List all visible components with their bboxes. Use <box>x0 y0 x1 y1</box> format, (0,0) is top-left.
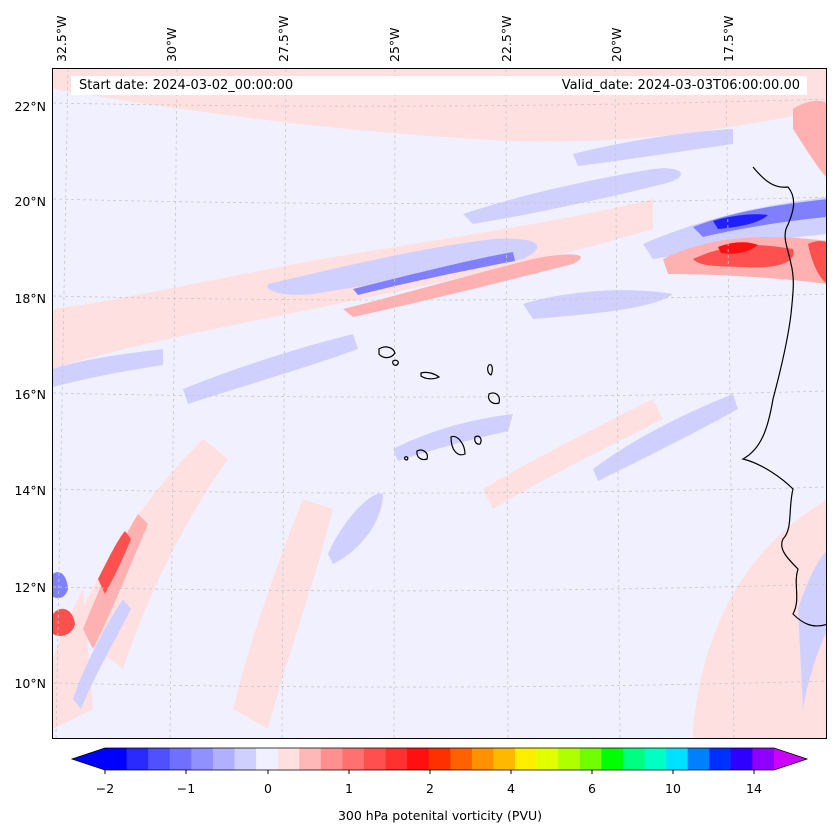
colorbar-tick-label: 6 <box>588 781 596 796</box>
pv-negative-region <box>523 290 673 319</box>
lat-label: 22°N <box>14 99 46 114</box>
colorbar-outline <box>70 747 809 771</box>
pv-negative-region <box>267 238 538 295</box>
colorbar-segment <box>601 748 624 770</box>
africa-coastline <box>741 166 826 627</box>
pv-positive-region <box>693 500 826 738</box>
colorbar-segment <box>234 748 257 770</box>
start-date-label: Start date: 2024-03-02_00:00:00 <box>79 78 294 93</box>
pv-negative-region <box>463 168 682 224</box>
colorbar-segment <box>536 748 559 770</box>
colorbar-segment <box>579 748 602 770</box>
colorbar-segment <box>687 748 710 770</box>
colorbar-segment <box>558 748 581 770</box>
colorbar-segment <box>493 748 516 770</box>
pv-positive-region <box>233 499 333 729</box>
pv-negative-region <box>328 493 383 564</box>
pv-positive-streak <box>343 254 581 317</box>
colorbar-segment <box>730 748 753 770</box>
colorbar-segment <box>256 748 279 770</box>
pv-negative-region <box>183 334 358 404</box>
cape-verde-island <box>488 392 500 405</box>
colorbar-tick-label: 4 <box>507 781 515 796</box>
cape-verde-island <box>392 359 399 366</box>
colorbar-segment <box>320 748 343 770</box>
pv-low-core <box>713 214 768 229</box>
colorbar-tick-label: 2 <box>426 781 434 796</box>
pv-negative-region <box>73 599 131 709</box>
colorbar-segment <box>299 748 322 770</box>
colorbar-tick-label: −1 <box>176 781 196 796</box>
lat-label: 16°N <box>14 387 46 402</box>
gridlines <box>53 69 826 738</box>
coastlines <box>378 166 826 627</box>
colorbar-tick-label: 10 <box>665 781 681 796</box>
lat-label: 10°N <box>14 676 46 691</box>
colorbar-ticks <box>104 770 755 774</box>
cape-verde-island <box>404 456 409 461</box>
colorbar-segment <box>385 748 408 770</box>
lat-label: 18°N <box>14 291 46 306</box>
pv-positive-streak <box>83 514 148 649</box>
cape-verde-island <box>450 435 466 456</box>
pv-positive-region <box>73 439 228 669</box>
lat-label: 20°N <box>14 194 46 209</box>
colorbar-segment <box>126 748 149 770</box>
cape-verde-island <box>474 435 482 445</box>
colorbar-segment <box>752 748 775 770</box>
colorbar-tick-label: 0 <box>264 781 272 796</box>
lat-label: 14°N <box>14 483 46 498</box>
cape-verde-island <box>416 449 428 461</box>
colorbar-segment <box>212 748 235 770</box>
colorbar-segment <box>666 748 689 770</box>
colorbar-title: 300 hPa potenital vorticity (PVU) <box>337 808 543 823</box>
colorbar-segment <box>450 748 473 770</box>
colorbar-segment <box>169 748 192 770</box>
colorbar-segment <box>515 748 538 770</box>
pv-high-core <box>98 531 131 594</box>
colorbar-segment <box>622 748 646 770</box>
pv-negative-region <box>393 414 513 461</box>
cape-verde-island <box>420 371 441 380</box>
pv-negative-region <box>798 551 826 709</box>
colorbar-extend-min <box>72 748 105 770</box>
colorbar-segment <box>428 748 451 770</box>
pv-low-core <box>53 572 68 599</box>
pv-positive-streak <box>793 100 826 177</box>
colorbar-tick-label: −2 <box>95 781 115 796</box>
pv-negative-region <box>593 394 738 481</box>
colorbar-segment <box>105 748 128 770</box>
date-info-bar <box>71 76 807 95</box>
pv-low-core <box>353 252 515 295</box>
valid-date-label: Valid_date: 2024-03-03T06:00:00.00 <box>561 78 800 93</box>
colorbar-extend-max <box>774 748 807 770</box>
pv-negative-region <box>53 349 163 387</box>
pv-high-core <box>693 245 794 268</box>
pv-positive-region <box>483 399 663 509</box>
colorbar-segment <box>644 748 667 770</box>
lat-label: 12°N <box>14 580 46 595</box>
colorbar-segment <box>148 748 171 770</box>
colorbar-tick-label: 14 <box>746 781 762 796</box>
cape-verde-island <box>378 346 396 359</box>
colorbar-segment <box>342 748 365 770</box>
cape-verde-island <box>487 364 493 376</box>
colorbar-segment <box>407 748 430 770</box>
pv-negative-region <box>573 129 733 166</box>
colorbar-segment <box>709 748 732 770</box>
colorbar-segments <box>105 748 775 770</box>
colorbar-tick-label: 1 <box>345 781 353 796</box>
colorbar-segment <box>363 748 387 770</box>
pv-high-core <box>808 241 826 283</box>
colorbar-segment <box>471 748 494 770</box>
colorbar-segment <box>277 748 300 770</box>
colorbar-segment <box>191 748 214 770</box>
